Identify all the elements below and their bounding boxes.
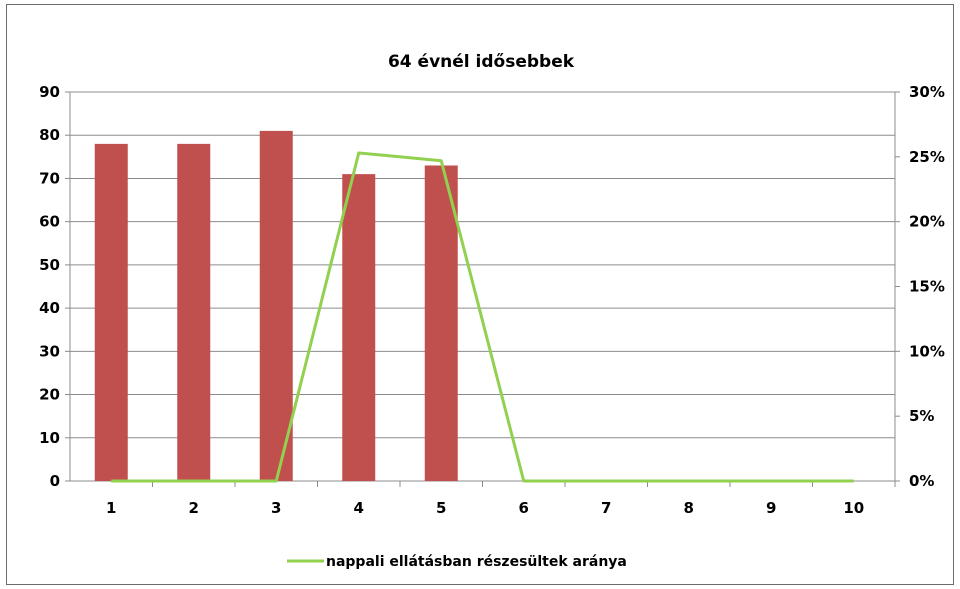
bar-series <box>94 130 458 481</box>
y-axis-left: 0 10 20 30 40 50 60 70 80 90 <box>39 83 60 490</box>
y2-tick-label: 0% <box>909 472 934 490</box>
y-tick-label: 70 <box>39 169 60 187</box>
x-tick-label: 10 <box>843 499 864 517</box>
y-tick-label: 80 <box>39 126 60 144</box>
x-tick-label: 4 <box>354 499 364 517</box>
y-tick-label: 40 <box>39 299 60 317</box>
x-axis: 1 2 3 4 5 6 7 8 9 10 <box>106 499 864 517</box>
bar <box>94 143 128 481</box>
y-tick-label: 90 <box>39 83 60 101</box>
legend-label: nappali ellátásban részesültek aránya <box>326 554 627 570</box>
x-tick-label: 9 <box>766 499 776 517</box>
x-tick-label: 6 <box>519 499 529 517</box>
y-axis-right: 0% 5% 10% 15% 20% 25% 30% <box>909 83 945 490</box>
bar <box>177 143 211 481</box>
x-tick-label: 2 <box>189 499 199 517</box>
legend: nappali ellátásban részesültek aránya <box>287 554 627 570</box>
bar <box>342 174 376 481</box>
y-tick-label: 20 <box>39 386 60 404</box>
y2-tick-label: 5% <box>909 407 934 425</box>
x-tick-label: 8 <box>684 499 694 517</box>
line-series <box>111 151 854 483</box>
y-tick-label: 30 <box>39 342 60 360</box>
y2-tick-label: 20% <box>909 213 945 231</box>
x-tick-label: 3 <box>271 499 281 517</box>
chart: 64 évnél idősebbek 0 10 20 30 40 50 60 70 80 90 0… <box>39 52 945 570</box>
line-path <box>111 151 854 483</box>
y2-tick-label: 15% <box>909 278 945 296</box>
chart-title: 64 évnél idősebbek <box>388 52 575 72</box>
y-tick-label: 50 <box>39 256 60 274</box>
y-tick-label: 60 <box>39 213 60 231</box>
chart-frame: 64 évnél idősebbek 0 10 20 30 40 50 60 70 80 90 0… <box>6 4 954 585</box>
y2-tick-label: 30% <box>909 83 945 101</box>
y-tick-label: 10 <box>39 429 60 447</box>
x-tick-label: 1 <box>106 499 116 517</box>
bar <box>424 165 458 481</box>
bar <box>259 130 293 481</box>
y2-tick-label: 10% <box>909 342 945 360</box>
y-tick-label: 0 <box>50 472 60 490</box>
y2-tick-label: 25% <box>909 148 945 166</box>
x-tick-label: 5 <box>436 499 446 517</box>
x-tick-label: 7 <box>601 499 611 517</box>
